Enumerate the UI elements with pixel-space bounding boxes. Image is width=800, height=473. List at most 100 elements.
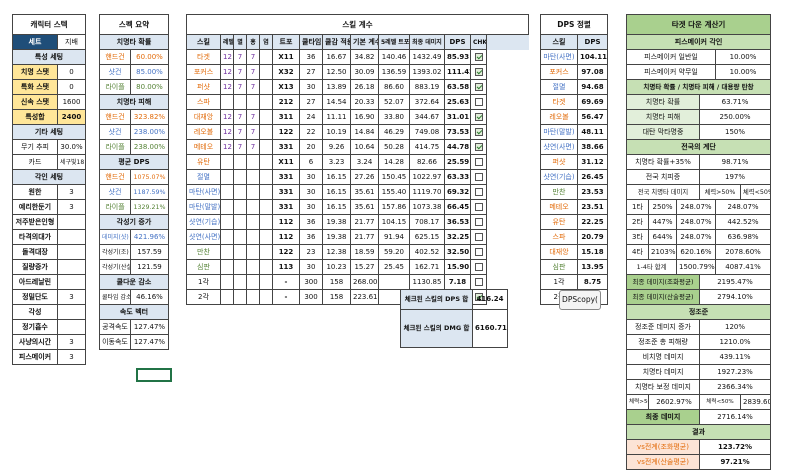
skill-gem-yeom[interactable] bbox=[259, 79, 273, 95]
skill-gem-myeol[interactable]: 7 bbox=[233, 79, 247, 95]
skill-tripod[interactable]: 331 bbox=[272, 184, 300, 200]
skill-tripod[interactable]: 122 bbox=[272, 244, 300, 260]
skill-tripod[interactable]: X11 bbox=[272, 49, 300, 65]
skill-gem-hong[interactable] bbox=[246, 274, 260, 290]
skill-gem-yeom[interactable] bbox=[259, 289, 273, 305]
skill-gem-hong[interactable]: 7 bbox=[246, 124, 260, 140]
skill-level[interactable] bbox=[220, 274, 234, 290]
skill-level[interactable] bbox=[220, 184, 234, 200]
skill-gem-myeol[interactable]: 7 bbox=[233, 109, 247, 125]
skill-gem-hong[interactable] bbox=[246, 94, 260, 110]
engrave-value[interactable] bbox=[57, 304, 86, 320]
skill-gem-myeol[interactable] bbox=[233, 274, 247, 290]
checkbox-icon[interactable] bbox=[474, 247, 483, 256]
engrave-value[interactable]: 3 bbox=[57, 289, 86, 305]
skill-level[interactable] bbox=[220, 94, 234, 110]
dps-copy-button[interactable]: DPScopy( bbox=[559, 290, 601, 310]
skill-gem-hong[interactable] bbox=[246, 244, 260, 260]
skill-gem-myeol[interactable] bbox=[233, 229, 247, 245]
checkbox-icon[interactable] bbox=[474, 112, 483, 121]
skill-tripod[interactable]: 331 bbox=[272, 199, 300, 215]
engrave-value[interactable] bbox=[57, 229, 86, 245]
skill-gem-hong[interactable] bbox=[246, 229, 260, 245]
peace-value[interactable]: 10.00% bbox=[714, 49, 772, 65]
skill-gem-yeom[interactable] bbox=[259, 109, 273, 125]
checkbox-icon[interactable] bbox=[474, 172, 483, 181]
engrave-value[interactable]: 3 bbox=[57, 184, 86, 200]
checkbox-icon[interactable] bbox=[474, 142, 483, 151]
checkbox-icon[interactable] bbox=[474, 97, 483, 106]
skill-gem-hong[interactable] bbox=[246, 199, 260, 215]
skill-tripod[interactable]: 112 bbox=[272, 214, 300, 230]
skill-gem-hong[interactable] bbox=[246, 289, 260, 305]
skill-gem-myeol[interactable] bbox=[233, 244, 247, 260]
skill-gem-hong[interactable] bbox=[246, 154, 260, 170]
checkbox-icon[interactable] bbox=[474, 67, 483, 76]
engrave-value[interactable]: 3 bbox=[57, 334, 86, 350]
checkbox-icon[interactable] bbox=[474, 187, 483, 196]
skill-gem-yeom[interactable] bbox=[259, 64, 273, 80]
skill-level[interactable] bbox=[220, 289, 234, 305]
skill-level[interactable] bbox=[220, 199, 234, 215]
skill-gem-yeom[interactable] bbox=[259, 169, 273, 185]
skill-gem-hong[interactable] bbox=[246, 214, 260, 230]
checkbox-icon[interactable] bbox=[474, 127, 483, 136]
engrave-value[interactable]: 3 bbox=[57, 199, 86, 215]
skill-level[interactable] bbox=[220, 229, 234, 245]
skill-gem-myeol[interactable]: 7 bbox=[233, 124, 247, 140]
skill-gem-yeom[interactable] bbox=[259, 259, 273, 275]
skill-gem-myeol[interactable] bbox=[233, 94, 247, 110]
skill-level[interactable]: 12 bbox=[220, 49, 234, 65]
set-value[interactable]: 지배 bbox=[57, 34, 86, 50]
weapon-value[interactable]: 30.0% bbox=[57, 139, 86, 155]
skill-gem-yeom[interactable] bbox=[259, 154, 273, 170]
skill-gem-hong[interactable] bbox=[246, 184, 260, 200]
skill-tripod[interactable]: 331 bbox=[272, 169, 300, 185]
skill-gem-hong[interactable]: 7 bbox=[246, 49, 260, 65]
skill-gem-yeom[interactable] bbox=[259, 199, 273, 215]
skill-gem-yeom[interactable] bbox=[259, 94, 273, 110]
skill-gem-yeom[interactable] bbox=[259, 49, 273, 65]
engrave-value[interactable] bbox=[57, 319, 86, 335]
engrave-value[interactable] bbox=[57, 259, 86, 275]
skill-gem-hong[interactable]: 7 bbox=[246, 64, 260, 80]
skill-gem-yeom[interactable] bbox=[259, 229, 273, 245]
checkbox-icon[interactable] bbox=[474, 202, 483, 211]
skill-tripod[interactable]: X13 bbox=[272, 79, 300, 95]
skill-level[interactable] bbox=[220, 214, 234, 230]
skill-gem-yeom[interactable] bbox=[259, 139, 273, 155]
card-value[interactable]: 세구빛18 bbox=[57, 154, 86, 170]
checkbox-icon[interactable] bbox=[474, 232, 483, 241]
stat-value[interactable]: 0 bbox=[57, 64, 86, 80]
stat-value[interactable]: 1600 bbox=[57, 94, 86, 110]
skill-gem-myeol[interactable]: 7 bbox=[233, 139, 247, 155]
skill-gem-myeol[interactable] bbox=[233, 199, 247, 215]
engrave-value[interactable] bbox=[57, 274, 86, 290]
engrave-value[interactable]: 3 bbox=[57, 349, 86, 365]
checkbox-icon[interactable] bbox=[474, 82, 483, 91]
skill-gem-hong[interactable] bbox=[246, 169, 260, 185]
skill-gem-myeol[interactable] bbox=[233, 184, 247, 200]
skill-tripod[interactable]: 212 bbox=[272, 94, 300, 110]
skill-gem-myeol[interactable] bbox=[233, 154, 247, 170]
skill-level[interactable]: 12 bbox=[220, 139, 234, 155]
skill-level[interactable] bbox=[220, 244, 234, 260]
skill-level[interactable] bbox=[220, 154, 234, 170]
skill-gem-myeol[interactable]: 7 bbox=[233, 64, 247, 80]
checkbox-icon[interactable] bbox=[474, 262, 483, 271]
peace-value[interactable]: 10.00% bbox=[714, 64, 772, 80]
skill-gem-myeol[interactable] bbox=[233, 214, 247, 230]
skill-tripod[interactable]: X11 bbox=[272, 154, 300, 170]
skill-tripod[interactable]: 311 bbox=[272, 109, 300, 125]
skill-gem-hong[interactable]: 7 bbox=[246, 79, 260, 95]
skill-gem-hong[interactable] bbox=[246, 259, 260, 275]
skill-tripod[interactable]: 331 bbox=[272, 139, 300, 155]
checkbox-icon[interactable] bbox=[474, 52, 483, 61]
skill-level[interactable] bbox=[220, 259, 234, 275]
skill-tripod[interactable]: 113 bbox=[272, 259, 300, 275]
skill-tripod[interactable]: - bbox=[272, 289, 300, 305]
skill-tripod[interactable]: - bbox=[272, 274, 300, 290]
skill-level[interactable]: 12 bbox=[220, 124, 234, 140]
skill-gem-myeol[interactable] bbox=[233, 259, 247, 275]
engrave-value[interactable] bbox=[57, 244, 86, 260]
